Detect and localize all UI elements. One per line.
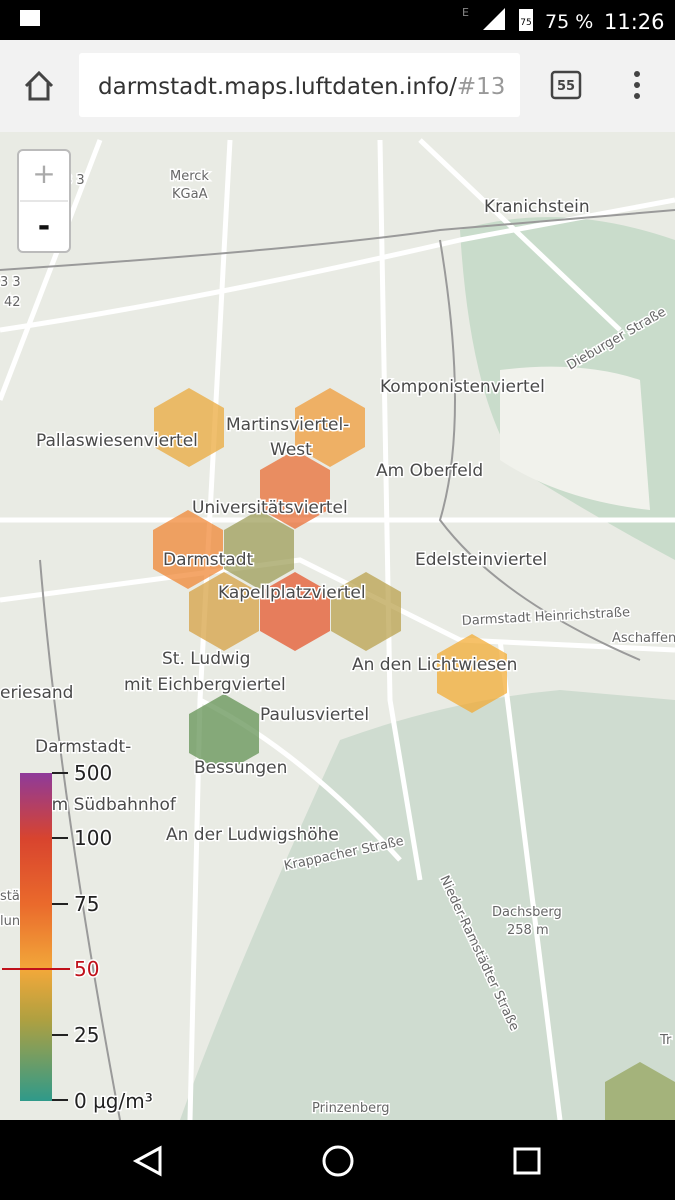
map-label: Tr: [659, 1033, 672, 1048]
hexbin: [437, 634, 507, 713]
map-label: An den Lichtwiesen: [352, 655, 517, 675]
map-label: Prinzenberg: [312, 1101, 390, 1116]
legend-label: 100: [74, 826, 112, 850]
map-label: Darmstadt-: [35, 737, 131, 757]
legend-label: 50: [74, 957, 99, 981]
notification-icon: [20, 10, 40, 26]
road-number: 3 3: [0, 275, 21, 290]
map-label: Kranichstein: [484, 197, 590, 217]
hexbins: [153, 388, 675, 1141]
battery-level: 75 %: [545, 11, 593, 33]
hexbin: [189, 694, 259, 773]
nav-bar: [0, 1120, 675, 1200]
map-label: KGaA: [172, 187, 208, 202]
tab-count: 55: [557, 79, 575, 94]
legend-label: 0 µg/m³: [74, 1089, 153, 1113]
url-bar[interactable]: [79, 53, 520, 117]
map-label: Darmstadt: [163, 550, 253, 570]
map-label: Martinsviertel-: [226, 415, 349, 435]
map-label: Paulusviertel: [260, 705, 369, 725]
hexbin: [295, 388, 365, 467]
map-label: Dachsberg: [492, 905, 562, 920]
url-host: darmstadt.maps.luftdaten.info/: [98, 74, 457, 100]
map-label: 258 m: [507, 923, 549, 938]
network-type: E: [462, 6, 469, 19]
map-label: eriesand: [0, 683, 73, 703]
roads: [0, 138, 675, 1121]
hexbin: [153, 510, 223, 589]
legend-label: 75: [74, 892, 99, 916]
clock: 11:26: [604, 10, 665, 34]
rail: [0, 209, 675, 1121]
hexbin: [154, 388, 224, 467]
legend: 500 100 75 50 25 0 µg/m³: [2, 760, 154, 1115]
url-hash: #13: [457, 74, 506, 100]
recents-button[interactable]: [513, 1147, 541, 1175]
forest: [180, 690, 675, 1120]
hexbin: [224, 510, 294, 589]
zoom-in[interactable]: +: [32, 157, 55, 190]
map-label: Merck: [170, 169, 209, 184]
battery-icon: [519, 9, 533, 31]
home-nav-button[interactable]: [322, 1145, 354, 1177]
map-label: Am Südbahnhof: [40, 795, 177, 815]
menu-button[interactable]: [634, 71, 640, 99]
map-label: West: [270, 440, 312, 460]
legend-label: 25: [74, 1023, 99, 1047]
map-label: Pallaswiesenviertel: [36, 431, 198, 451]
map-label: Kapellplatzviertel: [218, 583, 366, 603]
map-label: Edelsteinviertel: [415, 550, 547, 570]
home-button[interactable]: [24, 70, 54, 101]
tabs-button[interactable]: [550, 70, 582, 100]
hexbin: [331, 572, 401, 651]
hexbin: [260, 572, 330, 651]
map[interactable]: Merck KGaA Kranichstein Komponistenviert…: [0, 132, 675, 1141]
color-scale: [20, 773, 52, 1101]
signal-icon: [483, 8, 505, 30]
road-number: 42: [4, 295, 21, 310]
map-label: Universitätsviertel: [192, 498, 348, 518]
field: [500, 366, 650, 510]
map-label: Aschaffenbu: [612, 631, 675, 646]
legend-label: 500: [74, 761, 112, 785]
hexbin: [260, 450, 330, 529]
map-label: Komponistenviertel: [380, 377, 545, 397]
back-button[interactable]: [132, 1145, 162, 1177]
map-label: An der Ludwigshöhe: [166, 825, 339, 845]
url: darmstadt.maps.luftdaten.info/#13: [98, 74, 505, 100]
map-label: Am Oberfeld: [376, 461, 483, 481]
hexbin: [189, 572, 259, 651]
battery-icon-text: 75: [520, 18, 531, 28]
map-label: St. Ludwig: [162, 649, 250, 669]
status-bar: [0, 0, 675, 40]
map-label: Bessungen: [194, 758, 287, 778]
map-label: mit Eichbergviertel: [124, 675, 286, 695]
zoom-out[interactable]: -: [38, 209, 50, 244]
